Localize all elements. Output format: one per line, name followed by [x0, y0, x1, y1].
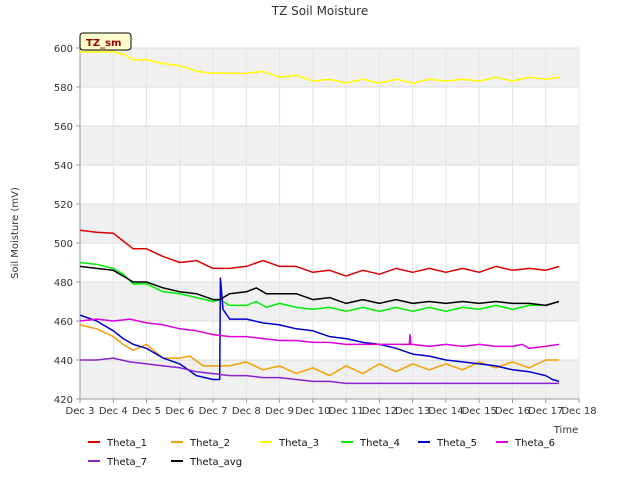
x-tick-label: Dec 17 — [528, 406, 563, 417]
x-tick-label: Dec 8 — [232, 406, 261, 417]
x-tick-label: Dec 7 — [199, 406, 228, 417]
plot-band — [80, 360, 579, 399]
series-line-theta-avg — [79, 265, 560, 307]
chart-badge: TZ_sm — [79, 32, 132, 51]
x-tick-label: Dec 10 — [295, 406, 330, 417]
badge-label: TZ_sm — [86, 38, 121, 49]
x-tick-label: Dec 3 — [66, 406, 95, 417]
x-tick-label: Dec 12 — [362, 406, 397, 417]
series-lines — [79, 51, 560, 385]
y-tick-label: 440 — [54, 356, 73, 367]
y-tick-label: 540 — [54, 161, 73, 172]
y-tick-label: 420 — [54, 395, 73, 406]
chart-title: TZ Soil Moisture — [271, 4, 368, 18]
series-line-theta-5 — [79, 277, 560, 383]
plot-band — [80, 204, 579, 243]
y-tick-label: 480 — [54, 278, 73, 289]
x-tick-label: Dec 13 — [395, 406, 430, 417]
plot-band — [80, 126, 579, 165]
y-tick-label: 460 — [54, 317, 73, 328]
y-tick-label: 560 — [54, 122, 73, 133]
axes: 420 440 460 480 500 520 540 560 580 600 Dec 3 Dec 4… — [54, 44, 597, 417]
x-tick-label: Dec 18 — [561, 406, 596, 417]
y-tick-label: 600 — [54, 44, 73, 55]
x-tick-label: Dec 6 — [165, 406, 194, 417]
x-tick-label: Dec 14 — [428, 406, 463, 417]
legend-label: Theta_7 — [106, 457, 147, 468]
legend-label: Theta_avg — [189, 457, 242, 468]
plot-band — [80, 48, 579, 87]
legend-label: Theta_3 — [278, 438, 319, 449]
x-tick-label: Dec 15 — [462, 406, 497, 417]
x-tick-label: Dec 4 — [99, 406, 128, 417]
x-tick-label: Dec 16 — [495, 406, 530, 417]
legend-label: Theta_4 — [359, 438, 400, 449]
legend-label: Theta_1 — [106, 438, 147, 449]
x-tick-label: Dec 9 — [265, 406, 294, 417]
legend: Theta_1 Theta_2 Theta_3 Theta_4 Theta_5 Theta… — [88, 438, 555, 468]
legend-label: Theta_2 — [189, 438, 230, 449]
series-line-theta-4 — [79, 261, 560, 313]
legend-label: Theta_5 — [436, 438, 477, 449]
legend-label: Theta_6 — [514, 438, 555, 449]
y-tick-label: 580 — [54, 83, 73, 94]
x-tick-label: Dec 5 — [132, 406, 161, 417]
y-tick-label: 500 — [54, 239, 73, 250]
series-line-theta-3 — [80, 51, 560, 84]
x-axis-title: Time — [553, 425, 578, 436]
y-tick-label: 520 — [54, 200, 73, 211]
series-line-theta-7 — [80, 357, 559, 385]
series-line-theta-1 — [79, 229, 560, 277]
badge-box — [79, 32, 132, 51]
x-tick-label: Dec 11 — [329, 406, 364, 417]
y-axis-title: Soil Moisture (mV) — [10, 187, 21, 279]
series-line-theta-6 — [79, 318, 560, 350]
